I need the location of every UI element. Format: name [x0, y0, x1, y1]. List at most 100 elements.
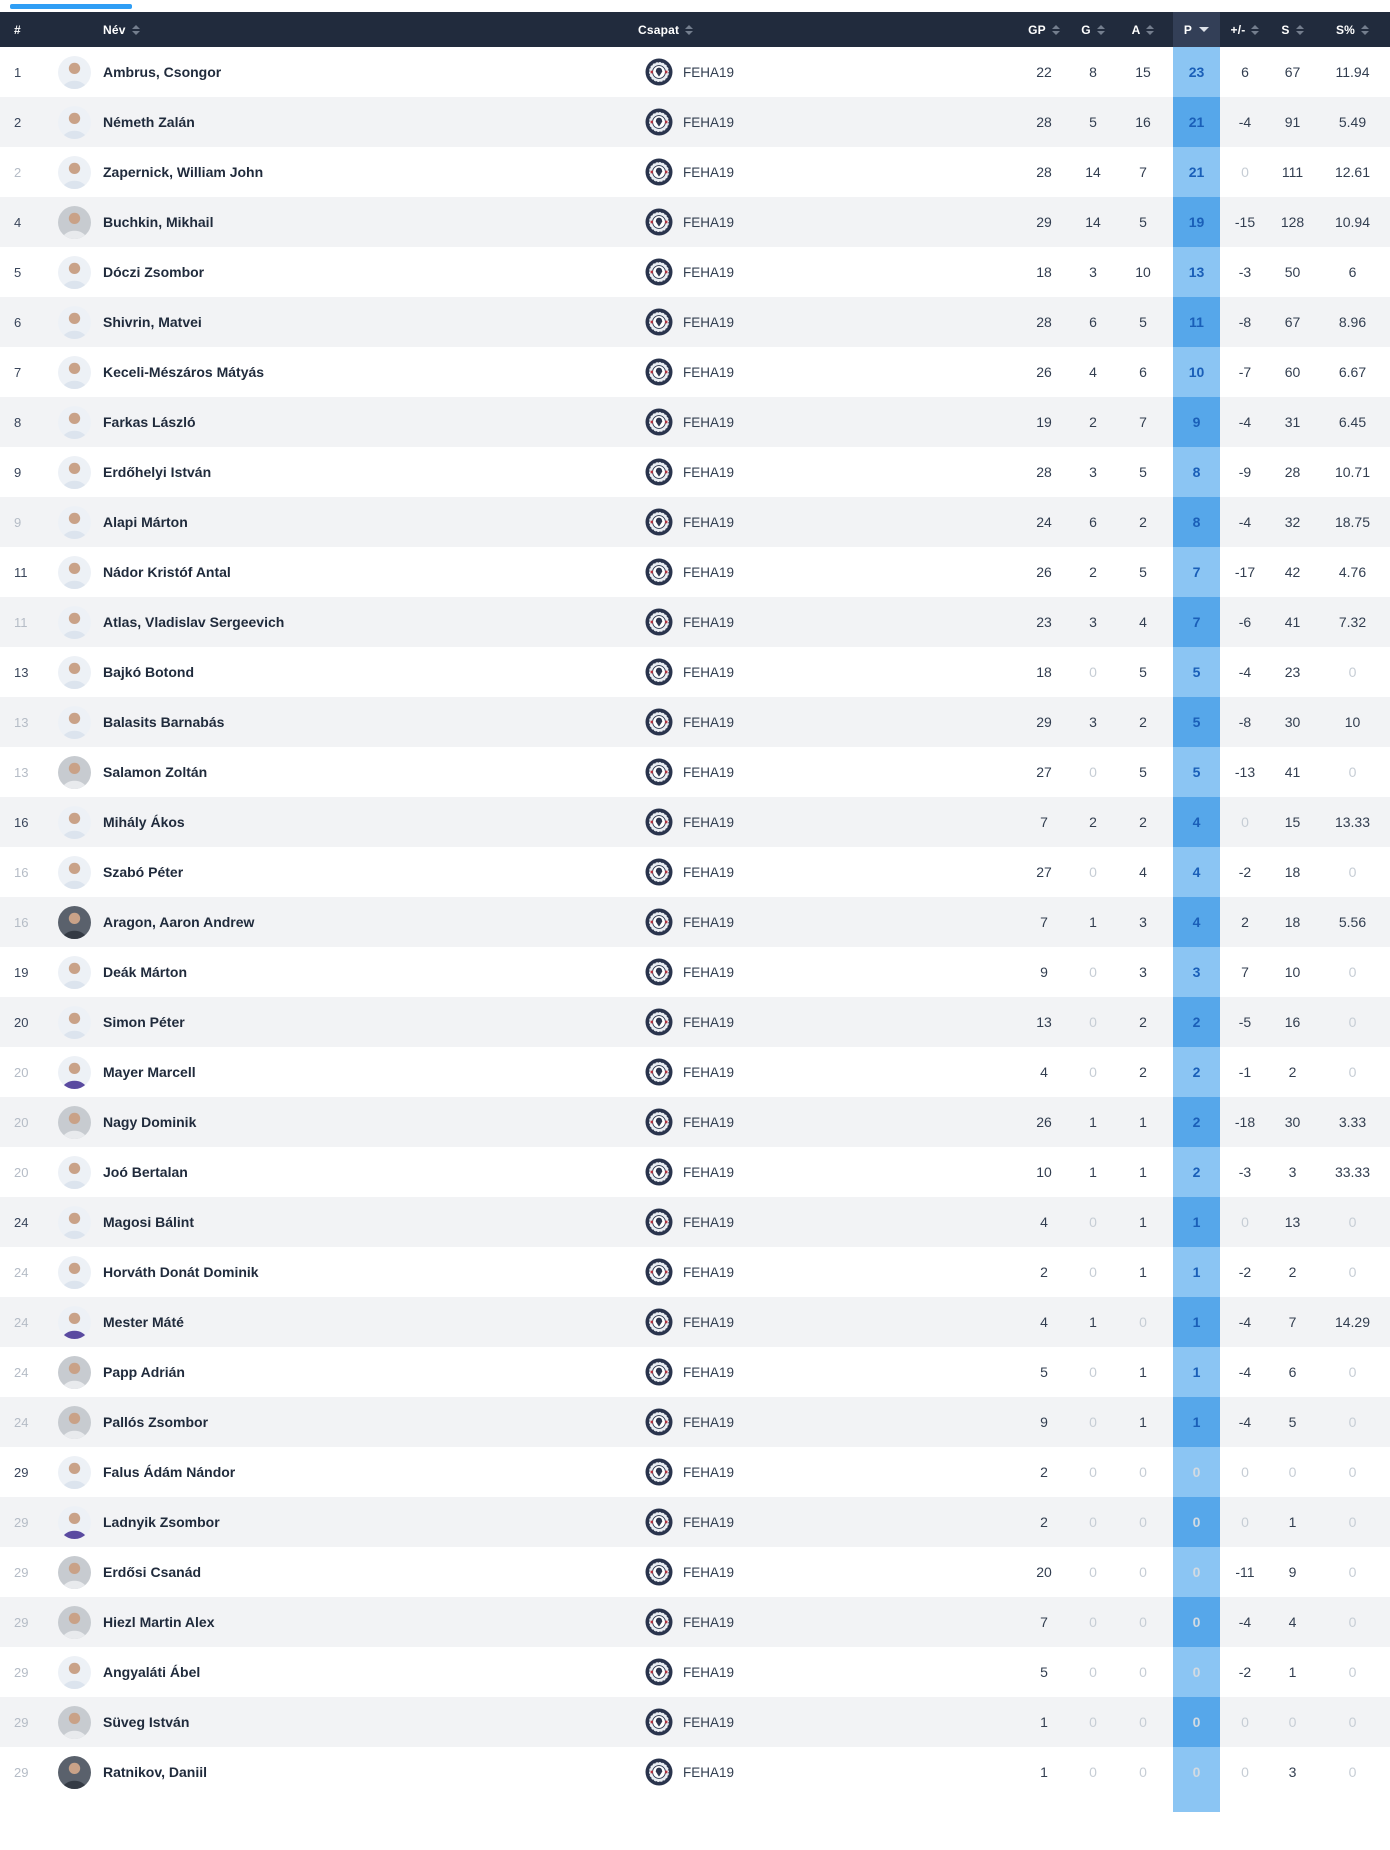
player-row[interactable]: 9 Erdőhelyi István FEHA19 28 3 [0, 447, 1390, 497]
player-name[interactable]: Deák Márton [103, 964, 188, 980]
team-cell[interactable]: FEHA19 [635, 1347, 1015, 1397]
column-header-name[interactable]: Név [100, 12, 635, 47]
player-name[interactable]: Atlas, Vladislav Sergeevich [103, 614, 285, 630]
player-name[interactable]: Nagy Dominik [103, 1114, 197, 1130]
player-name[interactable]: Dóczi Zsombor [103, 264, 205, 280]
scrollbar-thumb[interactable] [10, 4, 132, 9]
player-row[interactable]: 11 Nádor Kristóf Antal FEHA19 26 [0, 547, 1390, 597]
player-row[interactable]: 2 Németh Zalán FEHA19 28 5 [0, 97, 1390, 147]
player-row[interactable]: 6 Shivrin, Matvei FEHA19 28 6 [0, 297, 1390, 347]
player-row[interactable]: 24 Horváth Donát Dominik FEHA19 2 [0, 1247, 1390, 1297]
team-cell[interactable]: FEHA19 [635, 897, 1015, 947]
player-name[interactable]: Horváth Donát Dominik [103, 1264, 259, 1280]
team-cell[interactable]: FEHA19 [635, 947, 1015, 997]
team-cell[interactable]: FEHA19 [635, 197, 1015, 247]
player-name[interactable]: Magosi Bálint [103, 1214, 195, 1230]
player-name[interactable]: Süveg István [103, 1714, 190, 1730]
team-cell[interactable]: FEHA19 [635, 297, 1015, 347]
team-cell[interactable]: FEHA19 [635, 547, 1015, 597]
player-row[interactable]: 9 Alapi Márton FEHA19 24 6 [0, 497, 1390, 547]
team-cell[interactable]: FEHA19 [635, 647, 1015, 697]
column-header-assists[interactable]: A [1113, 12, 1173, 47]
player-row[interactable]: 13 Salamon Zoltán FEHA19 27 0 [0, 747, 1390, 797]
player-name[interactable]: Angyaláti Ábel [103, 1664, 201, 1680]
player-name[interactable]: Ratnikov, Daniil [103, 1764, 207, 1780]
column-header-plusminus[interactable]: +/- [1220, 12, 1270, 47]
player-name[interactable]: Ladnyik Zsombor [103, 1514, 220, 1530]
player-name[interactable]: Joó Bertalan [103, 1164, 188, 1180]
team-cell[interactable]: FEHA19 [635, 1397, 1015, 1447]
player-name[interactable]: Nádor Kristóf Antal [103, 564, 231, 580]
player-row[interactable]: 11 Atlas, Vladislav Sergeevich FEHA19 [0, 597, 1390, 647]
column-header-gp[interactable]: GP [1015, 12, 1073, 47]
team-cell[interactable]: FEHA19 [635, 1447, 1015, 1497]
player-name[interactable]: Aragon, Aaron Andrew [103, 914, 255, 930]
player-row[interactable]: 24 Mester Máté FEHA19 4 1 0 [0, 1297, 1390, 1347]
player-row[interactable]: 13 Balasits Barnabás FEHA19 29 [0, 697, 1390, 747]
player-row[interactable]: 5 Dóczi Zsombor FEHA19 18 3 [0, 247, 1390, 297]
player-row[interactable]: 20 Mayer Marcell FEHA19 4 0 [0, 1047, 1390, 1097]
player-name[interactable]: Salamon Zoltán [103, 764, 208, 780]
team-cell[interactable]: FEHA19 [635, 1497, 1015, 1547]
player-row[interactable]: 8 Farkas László FEHA19 19 2 [0, 397, 1390, 447]
column-header-points-active[interactable]: P [1173, 12, 1220, 47]
player-name[interactable]: Farkas László [103, 414, 196, 430]
player-row[interactable]: 16 Szabó Péter FEHA19 27 0 [0, 847, 1390, 897]
player-name[interactable]: Balasits Barnabás [103, 714, 225, 730]
column-header-shots[interactable]: S [1270, 12, 1315, 47]
player-row[interactable]: 29 Süveg István FEHA19 1 0 [0, 1697, 1390, 1747]
player-row[interactable]: 16 Aragon, Aaron Andrew FEHA19 7 [0, 897, 1390, 947]
column-header-shot-pct[interactable]: S% [1315, 12, 1390, 47]
team-cell[interactable]: FEHA19 [635, 997, 1015, 1047]
player-row[interactable]: 20 Nagy Dominik FEHA19 26 1 [0, 1097, 1390, 1147]
player-name[interactable]: Falus Ádám Nándor [103, 1464, 236, 1480]
team-cell[interactable]: FEHA19 [635, 97, 1015, 147]
player-name[interactable]: Németh Zalán [103, 114, 195, 130]
player-name[interactable]: Mayer Marcell [103, 1064, 196, 1080]
player-name[interactable]: Hiezl Martin Alex [103, 1614, 215, 1630]
team-cell[interactable]: FEHA19 [635, 397, 1015, 447]
player-name[interactable]: Keceli-Mészáros Mátyás [103, 364, 265, 380]
player-name[interactable]: Buchkin, Mikhail [103, 214, 214, 230]
player-row[interactable]: 13 Bajkó Botond FEHA19 18 0 [0, 647, 1390, 697]
player-row[interactable]: 4 Buchkin, Mikhail FEHA19 29 14 [0, 197, 1390, 247]
player-name[interactable]: Simon Péter [103, 1014, 185, 1030]
column-header-rank[interactable]: # [0, 12, 48, 47]
team-cell[interactable]: FEHA19 [635, 597, 1015, 647]
team-cell[interactable]: FEHA19 [635, 47, 1015, 97]
player-row[interactable]: 29 Falus Ádám Nándor FEHA19 2 0 [0, 1447, 1390, 1497]
horizontal-scrollbar[interactable] [0, 0, 1390, 12]
team-cell[interactable]: FEHA19 [635, 1647, 1015, 1697]
player-name[interactable]: Pallós Zsombor [103, 1414, 209, 1430]
player-row[interactable]: 20 Simon Péter FEHA19 13 0 [0, 997, 1390, 1047]
team-cell[interactable]: FEHA19 [635, 1297, 1015, 1347]
team-cell[interactable]: FEHA19 [635, 1097, 1015, 1147]
player-name[interactable]: Mester Máté [103, 1314, 184, 1330]
player-row[interactable]: 29 Erdősi Csanád FEHA19 20 0 [0, 1547, 1390, 1597]
team-cell[interactable]: FEHA19 [635, 1747, 1015, 1797]
team-cell[interactable]: FEHA19 [635, 697, 1015, 747]
team-cell[interactable]: FEHA19 [635, 1247, 1015, 1297]
team-cell[interactable]: FEHA19 [635, 1547, 1015, 1597]
team-cell[interactable]: FEHA19 [635, 1597, 1015, 1647]
player-row[interactable]: 24 Magosi Bálint FEHA19 4 0 [0, 1197, 1390, 1247]
player-row[interactable]: 24 Papp Adrián FEHA19 5 0 1 [0, 1347, 1390, 1397]
player-row[interactable]: 2 Zapernick, William John FEHA19 28 [0, 147, 1390, 197]
player-name[interactable]: Papp Adrián [103, 1364, 185, 1380]
column-header-goals[interactable]: G [1073, 12, 1113, 47]
team-cell[interactable]: FEHA19 [635, 1697, 1015, 1747]
team-cell[interactable]: FEHA19 [635, 497, 1015, 547]
player-row[interactable]: 16 Mihály Ákos FEHA19 7 2 2 [0, 797, 1390, 847]
team-cell[interactable]: FEHA19 [635, 147, 1015, 197]
player-row[interactable]: 29 Angyaláti Ábel FEHA19 5 0 [0, 1647, 1390, 1697]
team-cell[interactable]: FEHA19 [635, 1197, 1015, 1247]
team-cell[interactable]: FEHA19 [635, 847, 1015, 897]
player-name[interactable]: Zapernick, William John [103, 164, 264, 180]
team-cell[interactable]: FEHA19 [635, 747, 1015, 797]
player-row[interactable]: 7 Keceli-Mészáros Mátyás FEHA19 26 [0, 347, 1390, 397]
player-name[interactable]: Erdőhelyi István [103, 464, 212, 480]
player-row[interactable]: 20 Joó Bertalan FEHA19 10 1 [0, 1147, 1390, 1197]
player-name[interactable]: Shivrin, Matvei [103, 314, 202, 330]
player-row[interactable]: 29 Ratnikov, Daniil FEHA19 1 0 [0, 1747, 1390, 1797]
team-cell[interactable]: FEHA19 [635, 797, 1015, 847]
